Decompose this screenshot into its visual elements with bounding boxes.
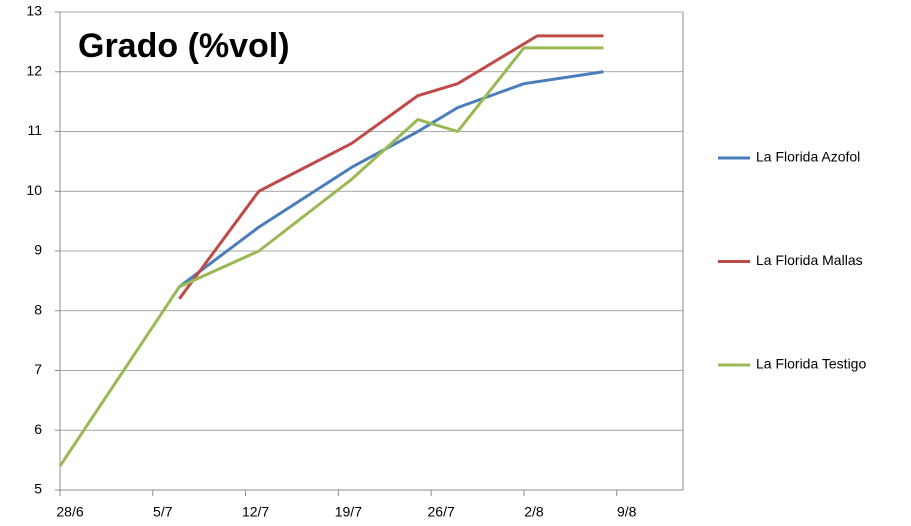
- legend-label: La Florida Testigo: [756, 356, 866, 372]
- series-line: [178, 70, 604, 289]
- x-tick-label: 26/7: [428, 504, 455, 520]
- y-tick-label: 12: [26, 62, 42, 78]
- legend-label: La Florida Azofol: [756, 149, 860, 165]
- y-tick-label: 11: [27, 122, 42, 138]
- x-tick-label: 2/8: [524, 504, 544, 520]
- x-tick-label: 12/7: [242, 504, 269, 520]
- y-tick-label: 7: [34, 361, 42, 377]
- y-tick-label: 10: [26, 182, 42, 198]
- series-line: [178, 34, 604, 300]
- y-tick-label: 8: [34, 301, 42, 317]
- y-tick-label: 5: [34, 481, 42, 497]
- y-tick-label: 13: [26, 3, 42, 19]
- x-tick-label: 9/8: [617, 504, 637, 520]
- chart-title: Grado (%vol): [78, 27, 290, 65]
- x-tick-label: 28/6: [56, 504, 83, 520]
- x-tick-label: 5/7: [153, 504, 173, 520]
- legend-label: La Florida Mallas: [756, 252, 863, 268]
- series-line: [58, 46, 604, 467]
- x-tick-label: 19/7: [335, 504, 362, 520]
- y-tick-label: 6: [34, 421, 42, 437]
- y-tick-label: 9: [34, 242, 42, 258]
